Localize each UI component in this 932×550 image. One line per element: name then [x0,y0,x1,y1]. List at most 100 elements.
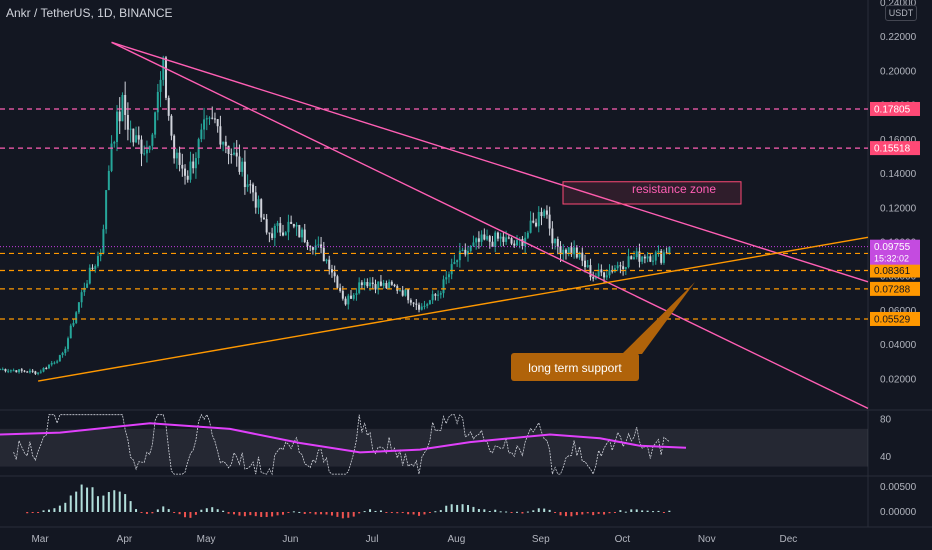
candle-body [301,229,304,238]
macd-bar [603,512,606,515]
x-tick-label: Sep [532,534,550,545]
y-tick-label: 0.02000 [880,374,917,385]
candle-body [439,293,442,295]
macd-bar [222,510,225,512]
candle-body [458,250,461,261]
candle-body [344,298,347,305]
macd-bar [586,512,589,514]
candle-body [472,242,475,246]
candle-body [18,369,21,373]
candle-body [208,117,211,119]
macd-bar [472,506,475,512]
candle-body [298,225,301,238]
candle-body [159,79,162,92]
candle-body [390,281,393,285]
candle-body [434,294,437,296]
macd-bar [439,510,442,512]
candle-body [83,287,86,293]
candle-body [140,139,143,154]
candle-body [292,223,295,227]
candle-body [45,368,48,370]
candle-body [532,220,535,223]
macd-bar [238,512,241,516]
macd-bar [205,508,208,512]
candle-body [407,289,410,301]
candle-body [570,247,573,255]
macd-tick-label: 0.00000 [880,507,917,518]
candle-body [31,370,34,372]
candle-body [238,156,241,172]
level-tag-0.15518 [870,141,920,156]
macd-bar [543,508,546,512]
candle-body [94,266,97,269]
candle-body [581,252,584,261]
macd-bar [124,494,127,512]
macd-bar [423,512,426,515]
candle-body [105,190,108,230]
candle-body [37,372,40,374]
candle-body [26,371,29,373]
candle-body [660,250,663,263]
candle-body [268,232,271,234]
candle-body [437,294,440,296]
macd-bar [374,510,377,512]
macd-bar [635,509,638,512]
candle-body [529,220,532,233]
candle-body [216,119,219,127]
macd-bar [86,487,89,512]
rsi-ma-line [0,422,687,454]
macd-bar [379,510,382,512]
macd-bar [69,495,72,512]
candle-body [635,251,638,258]
candle-body [9,370,12,372]
macd-bar [336,512,339,517]
macd-bar [347,512,350,518]
macd-bar [592,512,595,516]
rsi-tick-label: 40 [880,452,892,463]
x-tick-label: May [197,534,216,545]
macd-bar [320,512,323,515]
macd-bar [619,510,622,512]
candle-body [632,257,635,260]
candle-body [551,228,554,244]
macd-bar [167,509,170,512]
candle-body [649,256,652,262]
candle-body [350,295,353,299]
candle-body [554,238,557,244]
candle-body [469,245,472,252]
y-tick-label: 0.12000 [880,203,917,214]
candle-body [630,256,633,260]
candle-body [200,129,203,140]
macd-bar [548,509,551,512]
macd-bar [254,512,257,517]
candle-body [358,282,361,294]
candle-body [241,161,244,172]
candles [0,55,671,376]
currency-badge[interactable]: USDT [885,5,917,21]
macd-bar [341,512,344,519]
macd-bar [26,512,29,514]
macd-bar [559,512,562,516]
macd-bar [249,512,252,516]
candle-body [233,152,236,155]
candle-body [12,370,15,372]
candle-body [657,250,660,253]
candle-body [0,369,1,371]
candle-body [53,362,56,364]
descending-trendline-lower [111,41,869,410]
macd-bar [657,510,660,512]
y-tick-label: 0.04000 [880,340,917,351]
macd-bar [488,511,491,513]
candle-body [192,161,195,169]
candle-body [505,237,508,242]
candle-body [205,118,208,120]
candle-body [654,252,657,261]
macd-bar [330,512,333,516]
candle-body [164,57,167,98]
macd-bar [37,512,40,513]
macd-bar [652,511,655,513]
candle-body [515,240,518,246]
macd-bar [597,512,600,514]
candle-body [235,152,238,157]
